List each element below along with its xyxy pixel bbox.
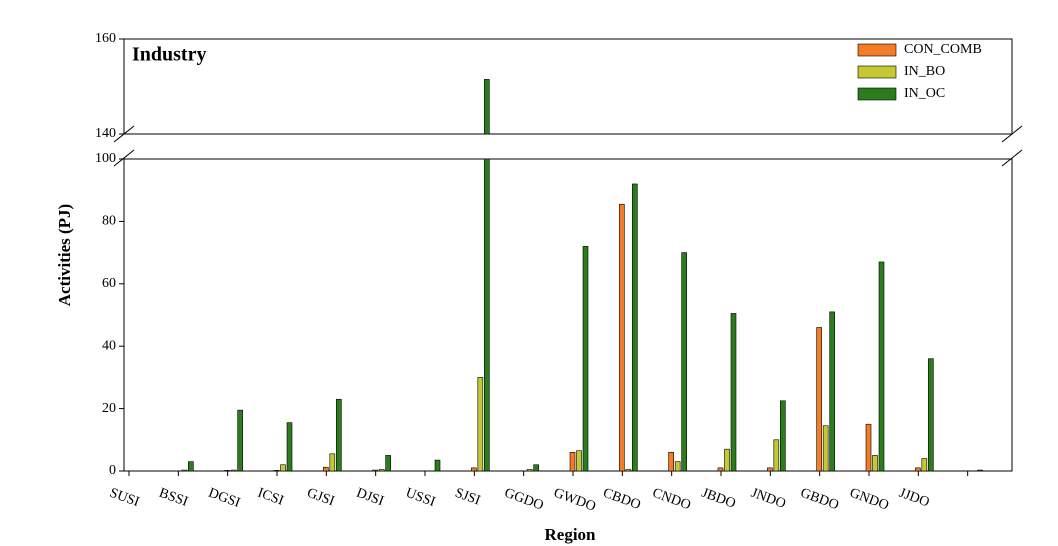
break-gap bbox=[1000, 136, 1030, 157]
bar bbox=[977, 469, 983, 472]
bar bbox=[619, 203, 625, 472]
bar bbox=[915, 467, 921, 472]
break-marks bbox=[113, 125, 1023, 167]
x-axis-title: Region bbox=[545, 525, 597, 544]
legend-swatch bbox=[857, 65, 897, 79]
bar bbox=[181, 469, 188, 472]
x-tick-label: SJSI bbox=[453, 486, 483, 509]
upper-frame bbox=[123, 38, 1013, 135]
y-tick-label: 20 bbox=[102, 401, 116, 416]
bar bbox=[188, 461, 194, 472]
x-tick-label: ICSI bbox=[256, 486, 286, 509]
break-mark bbox=[1001, 149, 1023, 167]
bar bbox=[230, 469, 237, 472]
x-tick-label: JBDO bbox=[700, 486, 738, 512]
bar-upper bbox=[484, 79, 490, 135]
bar bbox=[730, 313, 737, 472]
y-tick-label: 100 bbox=[95, 151, 116, 166]
bar bbox=[668, 451, 674, 472]
chart-title: Industry bbox=[132, 44, 206, 66]
lower-frame bbox=[123, 158, 1013, 472]
x-tick-label: JNDO bbox=[749, 486, 788, 512]
bar bbox=[224, 470, 230, 472]
bar bbox=[323, 466, 329, 472]
bar bbox=[286, 422, 293, 472]
y-axis-title: Activities (PJ) bbox=[55, 204, 74, 306]
bar bbox=[582, 246, 589, 472]
bar bbox=[477, 377, 484, 472]
y-tick-label: 160 bbox=[95, 31, 116, 46]
x-tick-label: GBDO bbox=[798, 486, 840, 514]
bar bbox=[928, 358, 934, 472]
x-tick-label: GNDO bbox=[848, 486, 891, 514]
bar bbox=[865, 423, 872, 472]
legend-swatch bbox=[857, 43, 897, 57]
bar bbox=[767, 467, 773, 472]
y-tick-label: 40 bbox=[102, 338, 116, 353]
bar bbox=[625, 469, 632, 472]
x-tick-label: CNDO bbox=[650, 486, 692, 514]
bar bbox=[816, 327, 822, 472]
bar bbox=[434, 459, 441, 472]
bar bbox=[674, 461, 681, 472]
bar bbox=[329, 453, 336, 472]
bar bbox=[717, 467, 724, 472]
x-tick-label: GGDO bbox=[502, 486, 545, 514]
bar bbox=[724, 448, 730, 472]
x-tick-label: BSSI bbox=[157, 486, 190, 510]
bar bbox=[385, 455, 391, 472]
bar bbox=[372, 469, 378, 472]
x-tick-label: GJSI bbox=[305, 486, 337, 510]
break-mark bbox=[113, 149, 135, 167]
bar bbox=[872, 455, 878, 472]
bar bbox=[533, 464, 539, 472]
bar bbox=[484, 158, 490, 472]
bar bbox=[273, 470, 280, 472]
bar bbox=[237, 409, 243, 472]
x-tick-label: GWDO bbox=[552, 486, 598, 515]
x-tick-label: DJSI bbox=[354, 486, 386, 510]
bar bbox=[773, 439, 780, 472]
legend-label: IN_OC bbox=[904, 86, 945, 101]
bar bbox=[378, 469, 385, 472]
bar bbox=[780, 400, 786, 472]
legend-label: CON_COMB bbox=[904, 42, 982, 57]
bar bbox=[336, 398, 342, 472]
bar bbox=[822, 425, 829, 472]
break-mark bbox=[1001, 125, 1023, 143]
y-tick-label: 60 bbox=[102, 276, 116, 291]
bar bbox=[569, 451, 576, 472]
x-tick-label: DGSI bbox=[206, 486, 242, 511]
legend-swatch bbox=[857, 87, 897, 101]
bar bbox=[829, 311, 835, 472]
bar bbox=[681, 252, 687, 472]
bar bbox=[576, 450, 582, 472]
y-tick-label: 140 bbox=[95, 126, 116, 141]
legend-label: IN_BO bbox=[904, 64, 945, 79]
y-tick-label: 80 bbox=[102, 214, 116, 229]
bar bbox=[280, 464, 286, 472]
x-tick-label: CBDO bbox=[601, 486, 643, 513]
x-tick-label: JJDO bbox=[897, 486, 931, 511]
y-tick-label: 0 bbox=[109, 463, 116, 478]
bar bbox=[471, 467, 477, 472]
bar bbox=[526, 469, 533, 472]
x-tick-label: USSI bbox=[404, 486, 438, 511]
bar bbox=[632, 183, 638, 472]
x-tick-label: SUSI bbox=[108, 486, 142, 511]
bar bbox=[878, 261, 885, 472]
bar bbox=[921, 458, 928, 472]
